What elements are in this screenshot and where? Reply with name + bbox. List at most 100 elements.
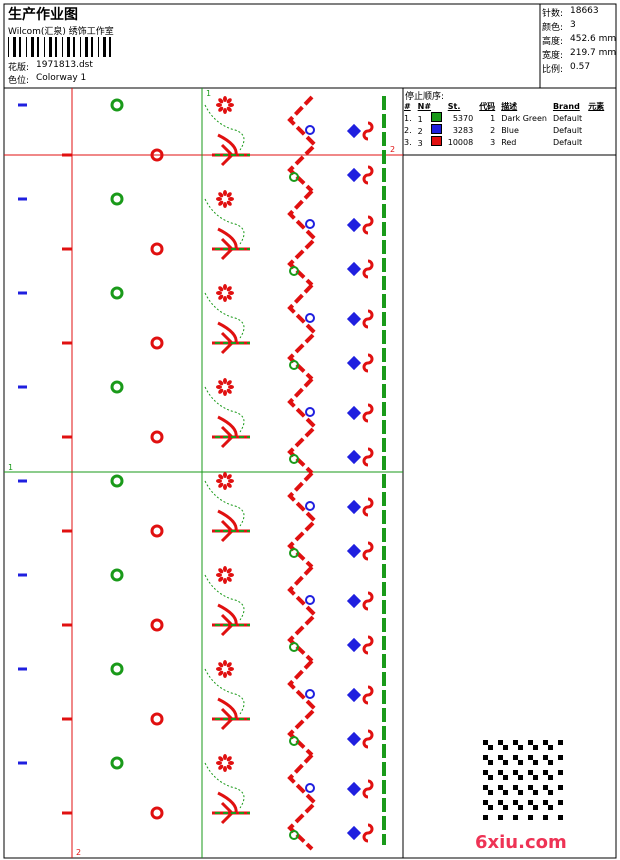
petal — [218, 388, 224, 394]
qr-cell — [513, 815, 518, 820]
qr-cell — [488, 805, 493, 810]
n: 2 — [415, 124, 445, 136]
barcode-bar — [103, 37, 106, 57]
ring — [110, 568, 124, 582]
zigzag — [287, 95, 318, 193]
guide-label: 2 — [390, 145, 395, 154]
index: 1. — [404, 113, 412, 123]
spiral — [362, 541, 374, 561]
petal — [226, 380, 232, 386]
zigzag — [287, 753, 318, 851]
stat-label: 颜色: — [542, 23, 564, 33]
vine — [204, 574, 245, 621]
qr-cell — [488, 760, 493, 765]
qr-cell — [513, 755, 518, 760]
petal — [228, 197, 234, 201]
petal — [226, 576, 232, 582]
stat-label: 针数: — [542, 9, 564, 19]
ring — [110, 474, 124, 488]
dot — [289, 642, 299, 652]
petal — [223, 660, 227, 666]
barcode-bar — [91, 37, 93, 57]
spiral — [362, 729, 374, 749]
border — [3, 3, 617, 859]
diamond — [346, 499, 362, 515]
leaf — [212, 697, 250, 731]
qr-cell — [513, 785, 518, 790]
petal — [223, 484, 227, 490]
guide-label: 1 — [206, 89, 211, 98]
petal — [218, 670, 224, 676]
petal — [218, 576, 224, 582]
petal — [216, 761, 222, 765]
qr-cell — [548, 790, 553, 795]
petal — [223, 190, 227, 196]
barcode-bar — [44, 37, 45, 57]
qr-cell — [488, 775, 493, 780]
field-label: 花版: — [8, 63, 30, 73]
qr-cell — [498, 800, 503, 805]
ring — [110, 286, 124, 300]
qr-cell — [513, 740, 518, 745]
column-header: 元素 — [588, 102, 605, 111]
petal — [218, 756, 224, 762]
swatch — [430, 124, 442, 134]
qr-cell — [528, 785, 533, 790]
qr-cell — [488, 790, 493, 795]
studio: Wilcom(汇泉) 绣饰工作室 — [8, 27, 114, 37]
qr-cell — [483, 815, 488, 820]
petal — [223, 378, 227, 384]
ring — [150, 148, 164, 162]
petal — [216, 573, 222, 577]
n-text: 2 — [417, 127, 423, 136]
stat-value: 219.7 mm — [570, 48, 617, 58]
spiral — [362, 259, 374, 279]
zigzag — [287, 283, 318, 381]
vine — [204, 198, 245, 245]
diamond — [346, 261, 362, 277]
petal — [218, 192, 224, 198]
code: 2 — [490, 125, 496, 135]
dot — [305, 689, 315, 699]
barcode-bar — [37, 37, 39, 57]
diamond — [346, 123, 362, 139]
title: 生产作业图 — [8, 7, 78, 23]
qr-cell — [558, 800, 563, 805]
dot — [289, 360, 299, 370]
dot — [305, 407, 315, 417]
leaf — [212, 227, 250, 261]
petal — [226, 286, 232, 292]
petal — [223, 390, 227, 396]
barcode-bar — [26, 37, 27, 57]
leaf — [212, 509, 250, 543]
petal — [228, 667, 234, 671]
row: 1. 1 5370 1 Dark Green Default — [401, 112, 607, 124]
qr-cell — [518, 775, 523, 780]
stat-value: 3 — [570, 20, 576, 30]
qr-code — [483, 740, 563, 820]
stat-label: 高度: — [542, 37, 564, 47]
dot — [289, 266, 299, 276]
column-header: 描述 — [501, 102, 518, 111]
qr-cell — [548, 775, 553, 780]
qr-cell — [498, 785, 503, 790]
petal — [216, 103, 222, 107]
diamond — [346, 167, 362, 183]
spiral — [362, 635, 374, 655]
spiral — [362, 497, 374, 517]
stat-value: 452.6 mm — [570, 34, 617, 44]
ring — [150, 618, 164, 632]
petal — [223, 566, 227, 572]
vine — [204, 292, 245, 339]
description: Dark Green — [501, 113, 547, 123]
petal — [226, 568, 232, 574]
spiral — [362, 447, 374, 467]
petal — [218, 568, 224, 574]
qr-cell — [548, 760, 553, 765]
qr-cell — [543, 770, 548, 775]
qr-cell — [548, 805, 553, 810]
column-header: 代码 — [479, 102, 496, 111]
qr-cell — [543, 740, 548, 745]
diamond — [346, 311, 362, 327]
